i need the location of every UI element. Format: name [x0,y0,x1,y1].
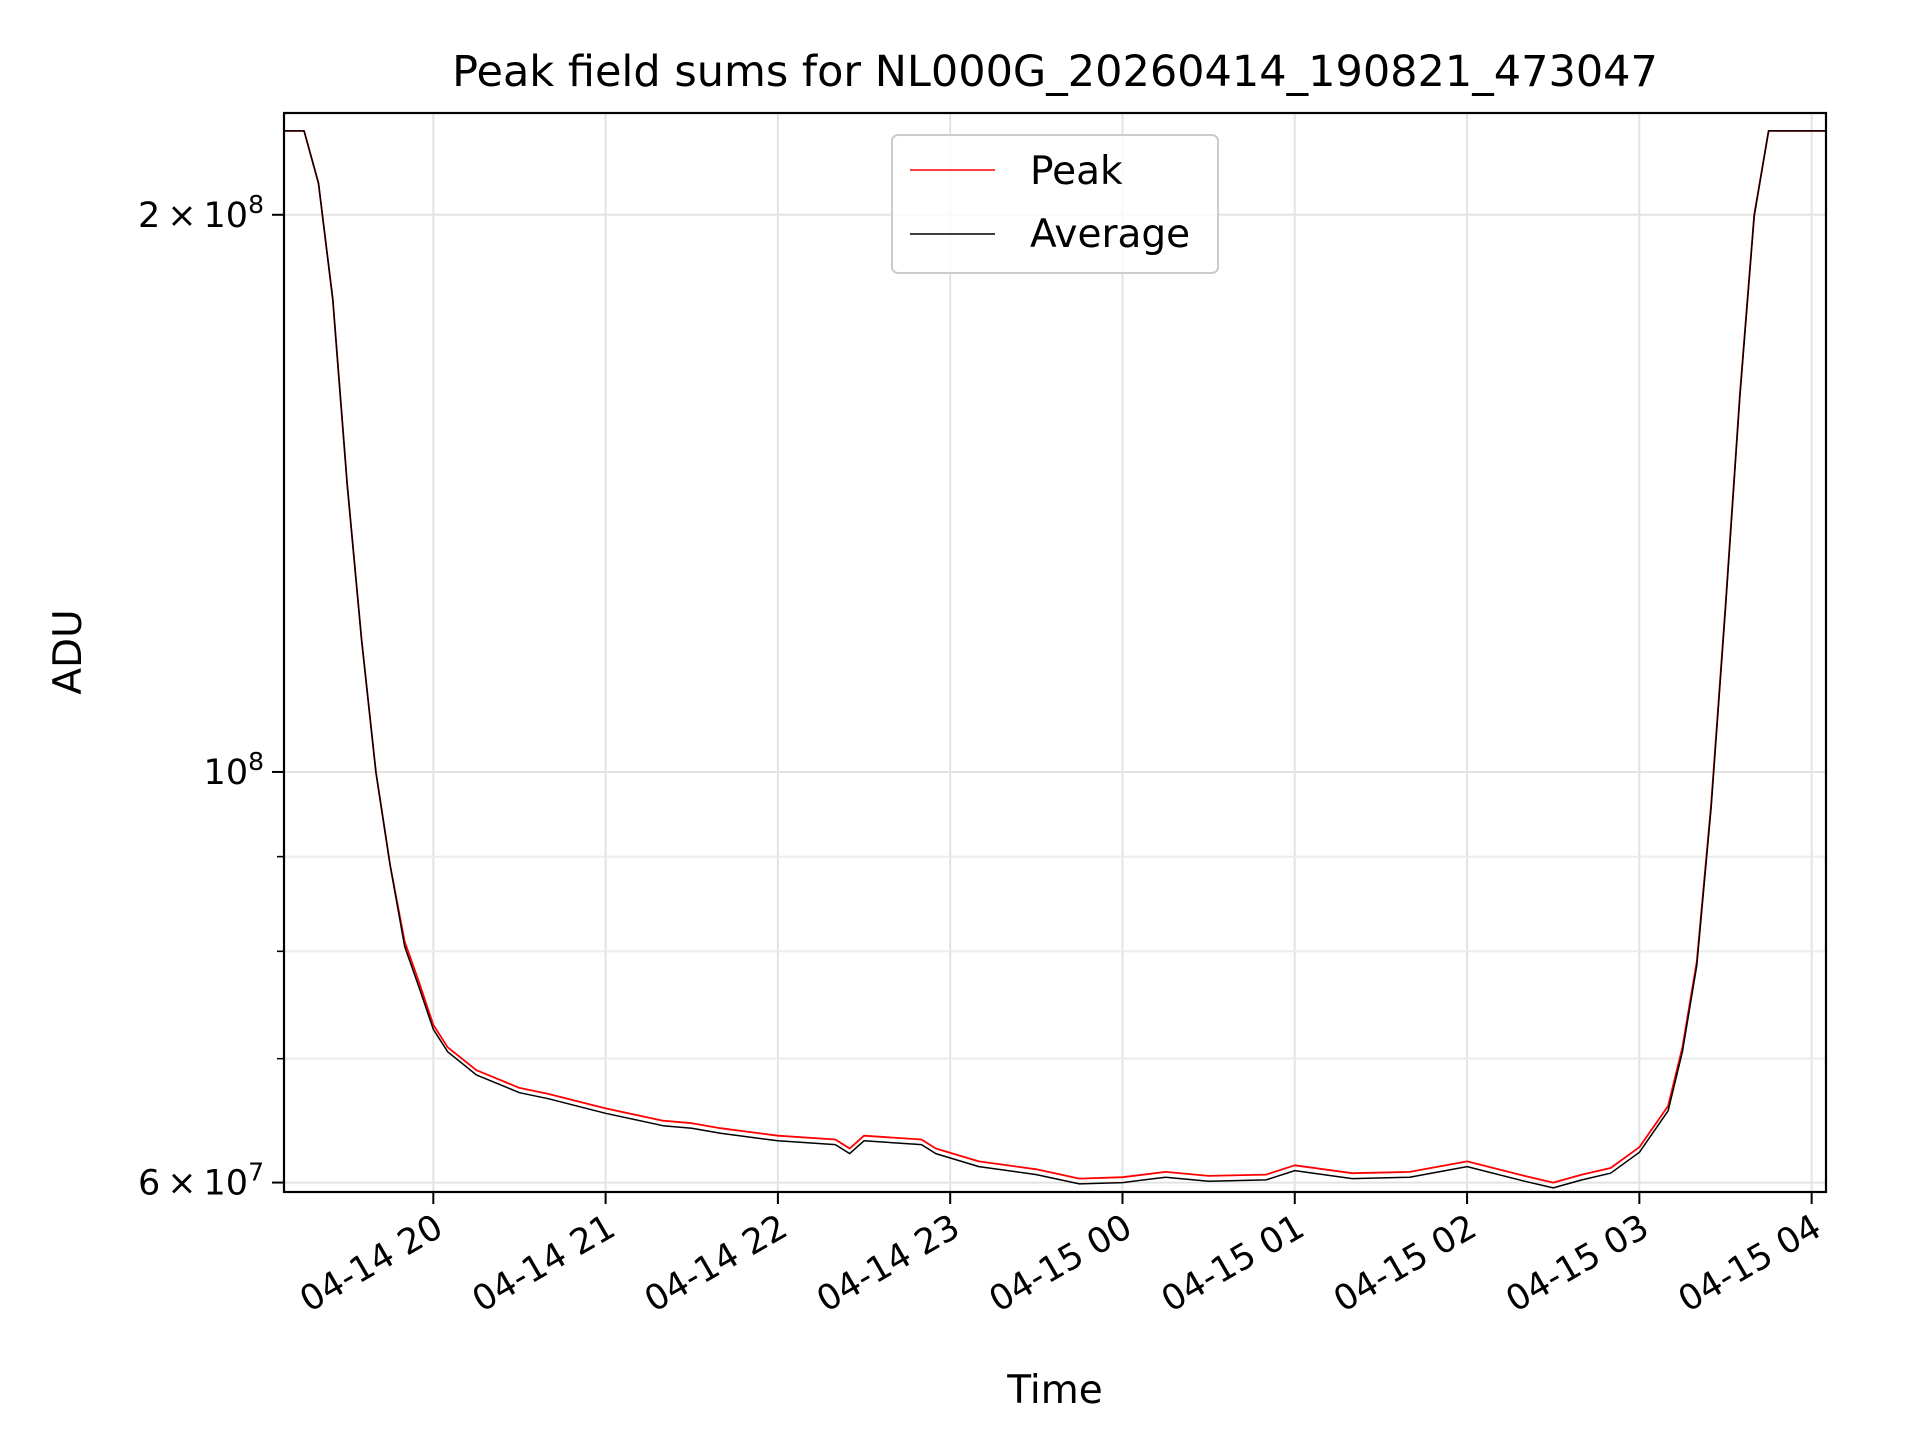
plot-frame [282,111,1828,1194]
y-tick-label: 2 × 108 [138,190,264,236]
legend: Peak Average [891,134,1219,274]
x-axis-label: Time [1006,1368,1102,1413]
y-axis-label: ADU [46,609,91,694]
legend-label-peak: Peak [1030,149,1123,194]
series-line-average [284,130,1826,1189]
chart-title: Peak field sums for NL000G_20260414_1908… [452,47,1658,97]
series-layer [284,129,1826,1189]
legend-label-average: Average [1030,212,1190,257]
y-tick-label: 6 × 107 [138,1158,264,1204]
